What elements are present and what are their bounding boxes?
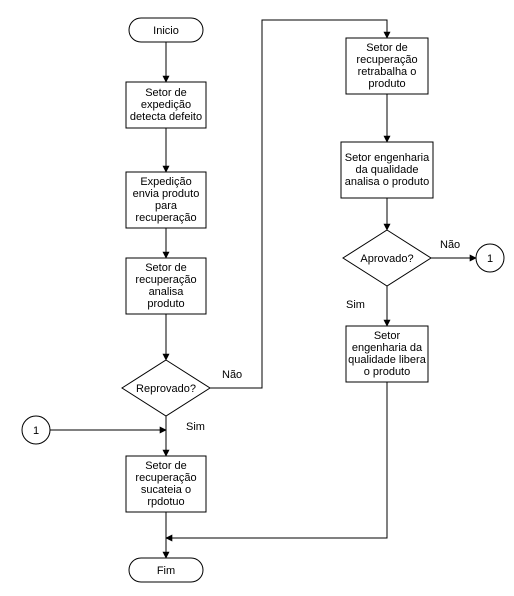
svg-text:Setor de: Setor de [145, 87, 187, 99]
flowchart-canvas: SimNãoSimNãoInicioFimSetor deexpediçãode… [0, 0, 514, 596]
svg-text:analisa o produto: analisa o produto [345, 176, 429, 188]
svg-text:envia produto: envia produto [133, 188, 200, 200]
svg-text:Expedição: Expedição [140, 176, 191, 188]
svg-text:Setor engenharia: Setor engenharia [345, 152, 430, 164]
svg-text:da qualidade: da qualidade [355, 164, 418, 176]
svg-text:engenharia da: engenharia da [352, 342, 423, 354]
svg-text:retrabalha o: retrabalha o [358, 66, 417, 78]
svg-text:1: 1 [487, 253, 493, 265]
svg-text:Setor de: Setor de [366, 42, 408, 54]
svg-text:o produto: o produto [364, 366, 410, 378]
svg-text:sucateia o: sucateia o [141, 484, 191, 496]
svg-text:Fim: Fim [157, 565, 175, 577]
svg-text:expedição: expedição [141, 99, 191, 111]
svg-text:rpdotuo: rpdotuo [147, 496, 184, 508]
svg-text:recuperação: recuperação [356, 54, 417, 66]
edge-label: Sim [186, 421, 205, 433]
edge-label: Não [440, 239, 460, 251]
svg-text:Setor de: Setor de [145, 262, 187, 274]
edge-label: Sim [346, 299, 365, 311]
edge-label: Não [222, 369, 242, 381]
svg-text:Setor: Setor [374, 330, 401, 342]
svg-text:recuperação: recuperação [135, 472, 196, 484]
svg-text:Setor de: Setor de [145, 460, 187, 472]
svg-text:analisa: analisa [149, 286, 185, 298]
svg-text:recuperação: recuperação [135, 274, 196, 286]
svg-text:Inicio: Inicio [153, 25, 179, 37]
svg-text:para: para [155, 200, 178, 212]
svg-text:Aprovado?: Aprovado? [360, 253, 413, 265]
svg-text:produto: produto [368, 78, 405, 90]
svg-text:1: 1 [33, 425, 39, 437]
svg-text:Reprovado?: Reprovado? [136, 383, 196, 395]
svg-text:detecta defeito: detecta defeito [130, 111, 202, 123]
svg-text:produto: produto [147, 298, 184, 310]
svg-text:recuperação: recuperação [135, 212, 196, 224]
svg-text:qualidade libera: qualidade libera [348, 354, 427, 366]
